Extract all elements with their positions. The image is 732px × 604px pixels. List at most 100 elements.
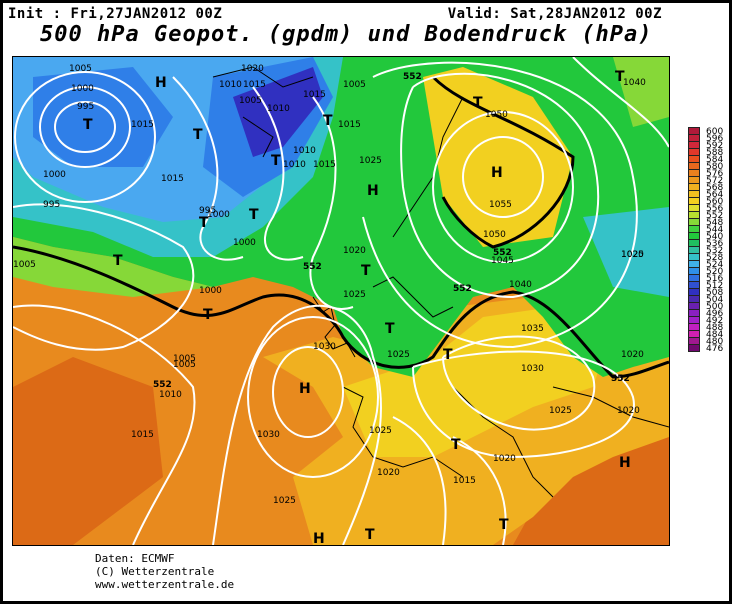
pressure-label: 995 [199, 206, 216, 216]
low-pressure-mark: T [443, 347, 453, 363]
pressure-label: 1030 [521, 364, 544, 374]
low-pressure-mark: T [203, 307, 213, 323]
geopotential-label: 552 [453, 284, 472, 294]
isobar-low-995 [54, 101, 116, 153]
pressure-label: 995 [77, 102, 94, 112]
geopotential-label: 552 [153, 380, 172, 390]
color-scale-label: 532 [706, 246, 724, 256]
low-pressure-mark: T [193, 127, 203, 143]
color-scale-label: 512 [706, 281, 724, 291]
pressure-label: 1040 [623, 78, 646, 88]
pressure-label: 1050 [483, 230, 506, 240]
coast-iceland [242, 116, 274, 158]
color-scale-label: 528 [706, 253, 724, 263]
pressure-label: 1050 [485, 110, 508, 120]
pressure-label: 1025 [273, 496, 296, 506]
pressure-label: 1015 [131, 120, 154, 130]
color-scale-label: 572 [706, 176, 724, 186]
color-scale-label: 504 [706, 295, 724, 305]
color-scale-label: 580 [706, 162, 724, 172]
low-pressure-mark: T [473, 95, 483, 111]
pressure-label: 1025 [387, 350, 410, 360]
isobar-1010-west [13, 203, 195, 351]
low-pressure-mark: T [249, 207, 259, 223]
pressure-label: 1030 [257, 430, 280, 440]
color-scale-label: 600 [706, 127, 724, 137]
pressure-label: 1010 [159, 390, 182, 400]
color-scale-label: 568 [706, 183, 724, 193]
map-title: 500 hPa Geopot. (gpdm) und Bodendruck (h… [40, 22, 653, 47]
pressure-label: 1005 [239, 96, 262, 106]
isobar-1040 [362, 61, 638, 349]
pressure-label: 995 [43, 200, 60, 210]
color-scale-label: 596 [706, 134, 724, 144]
pressure-label: 1005 [343, 80, 366, 90]
color-scale-label: 548 [706, 218, 724, 228]
high-pressure-mark: H [299, 381, 311, 397]
geopotential-552-line [13, 245, 669, 379]
isobar-trough-3 [309, 96, 354, 310]
high-pressure-mark: H [313, 531, 325, 545]
isobar-1035 [442, 335, 596, 431]
color-scale-label: 524 [706, 260, 724, 270]
pressure-label: 1015 [303, 90, 326, 100]
low-pressure-mark: T [83, 117, 93, 133]
color-scale-label: 500 [706, 302, 724, 312]
color-scale-label: 592 [706, 141, 724, 151]
low-pressure-mark: T [271, 153, 281, 169]
pressure-label: 1020 [343, 246, 366, 256]
pressure-label: 1000 [43, 170, 66, 180]
isobar-trough-2 [252, 86, 304, 261]
fill-blue-low [33, 67, 173, 167]
pressure-label: 1025 [621, 250, 644, 260]
pressure-label: 1025 [359, 156, 382, 166]
pressure-label: 1020 [621, 350, 644, 360]
coast-british-isles [312, 296, 356, 358]
pressure-label: 1030 [313, 342, 336, 352]
color-scale-label: 508 [706, 288, 724, 298]
low-pressure-mark: T [365, 527, 375, 543]
isobar-high-1050 [432, 111, 574, 263]
color-scale-label: 564 [706, 190, 724, 200]
pressure-label: 1005 [173, 360, 196, 370]
geopotential-552-ridge-line [431, 75, 575, 249]
isobar-1015-south [452, 436, 507, 545]
geopotential-labels: 552 552 552 552 552 552 [153, 72, 630, 390]
isobar-1020-south [392, 416, 447, 545]
pressure-label: 1020 [621, 250, 644, 260]
low-pressure-mark: T [385, 321, 395, 337]
high-pressure-marks: H H H H H H [155, 75, 631, 545]
fill-lime-ne [613, 57, 669, 127]
footer-data-source: Daten: ECMWF [95, 552, 175, 565]
coast-scandinavia-south [372, 276, 454, 318]
isobars [13, 57, 669, 545]
coast-black-sea [552, 386, 669, 428]
low-pressure-mark: T [451, 437, 461, 453]
high-pressure-mark: H [367, 183, 379, 199]
fill-yellow [343, 307, 603, 457]
pressure-labels: 1005 1000 995 1015 1000 995 1015 1020 1010 1015 10… [13, 64, 646, 506]
pressure-label: 1020 [377, 468, 400, 478]
fill-lime-west [13, 237, 213, 297]
pressure-label: 1010 [293, 146, 316, 156]
pressure-label: 1005 [173, 354, 196, 364]
color-scale-label: 556 [706, 204, 724, 214]
pressure-label: 1015 [313, 160, 336, 170]
color-scale-label: 484 [706, 330, 724, 340]
color-scale-label: 480 [706, 337, 724, 347]
color-scale-label: 488 [706, 323, 724, 333]
isobar-low-1000 [39, 86, 131, 168]
low-pressure-mark: T [615, 69, 625, 85]
isobar-high-1025 [247, 316, 379, 478]
color-scale-label: 476 [706, 344, 724, 354]
geopotential-surface-pressure-map: 1005 1000 995 1015 1000 995 1015 1020 1010 1015 10… [13, 57, 669, 545]
geopotential-label: 552 [493, 248, 512, 258]
low-pressure-mark: T [361, 263, 371, 279]
isobar-ne [572, 57, 669, 148]
pressure-label: 1025 [343, 290, 366, 300]
high-pressure-mark: H [155, 75, 167, 91]
isobar-high-1055 [462, 136, 544, 218]
color-scale-label: 516 [706, 274, 724, 284]
pressure-label: 1005 [13, 260, 36, 270]
pressure-label: 1000 [71, 84, 94, 94]
